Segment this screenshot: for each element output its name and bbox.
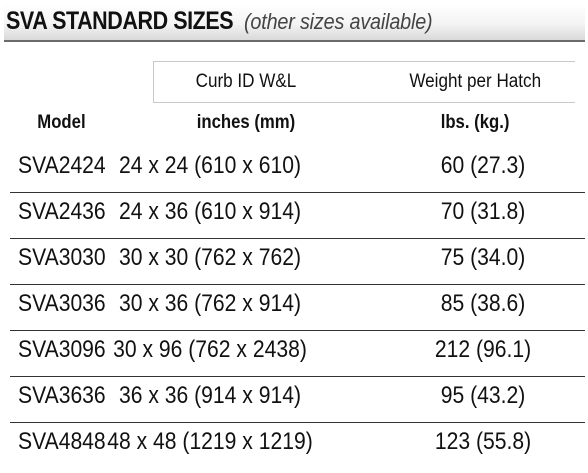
page-title: SVA STANDARD SIZES bbox=[6, 7, 234, 35]
table-row: SVA3030 30 x 30 (762 x 762) 75 (34.0) bbox=[10, 238, 585, 285]
header-weight-units: lbs. (kg.) bbox=[440, 112, 510, 133]
weight-cell: 75 (34.0) bbox=[440, 244, 526, 271]
weight-cell: 123 (55.8) bbox=[434, 428, 532, 455]
model-cell: SVA3636 bbox=[18, 382, 106, 409]
model-cell: SVA4848 bbox=[18, 428, 106, 455]
model-cell: SVA3030 bbox=[18, 244, 106, 271]
table-row: SVA2436 24 x 36 (610 x 914) 70 (31.8) bbox=[10, 192, 585, 239]
curb-size-cell: 30 x 36 (762 x 914) bbox=[119, 290, 301, 317]
curb-size-cell: 30 x 96 (762 x 2438) bbox=[113, 336, 307, 363]
curb-size-cell: 36 x 36 (914 x 914) bbox=[119, 382, 301, 409]
model-cell: SVA2424 bbox=[18, 152, 106, 179]
model-cell: SVA3096 bbox=[18, 336, 106, 363]
model-cell: SVA2436 bbox=[18, 198, 106, 225]
header-curb-label: Curb ID W&L bbox=[195, 71, 297, 92]
weight-cell: 95 (43.2) bbox=[440, 382, 526, 409]
header-box bbox=[153, 61, 575, 103]
header-model: Model bbox=[37, 112, 86, 133]
weight-cell: 212 (96.1) bbox=[434, 336, 532, 363]
table-row: SVA4848 48 x 48 (1219 x 1219) 123 (55.8) bbox=[10, 422, 585, 468]
curb-size-cell: 24 x 36 (610 x 914) bbox=[119, 198, 301, 225]
table-row: SVA3636 36 x 36 (914 x 914) 95 (43.2) bbox=[10, 376, 585, 423]
header-curb-units: inches (mm) bbox=[196, 112, 296, 133]
curb-size-cell: 30 x 30 (762 x 762) bbox=[119, 244, 301, 271]
table-row: SVA3096 30 x 96 (762 x 2438) 212 (96.1) bbox=[10, 330, 585, 377]
table-row: SVA2424 24 x 24 (610 x 610) 60 (27.3) bbox=[10, 146, 585, 193]
header-weight-label: Weight per Hatch bbox=[409, 71, 542, 92]
curb-size-cell: 24 x 24 (610 x 610) bbox=[119, 152, 301, 179]
title-bar: SVA STANDARD SIZES (other sizes availabl… bbox=[4, 4, 585, 42]
table-row: SVA3036 30 x 36 (762 x 914) 85 (38.6) bbox=[10, 284, 585, 331]
weight-cell: 70 (31.8) bbox=[440, 198, 526, 225]
weight-cell: 85 (38.6) bbox=[440, 290, 526, 317]
weight-cell: 60 (27.3) bbox=[440, 152, 526, 179]
curb-size-cell: 48 x 48 (1219 x 1219) bbox=[107, 428, 313, 455]
page-subtitle: (other sizes available) bbox=[244, 9, 433, 34]
model-cell: SVA3036 bbox=[18, 290, 106, 317]
